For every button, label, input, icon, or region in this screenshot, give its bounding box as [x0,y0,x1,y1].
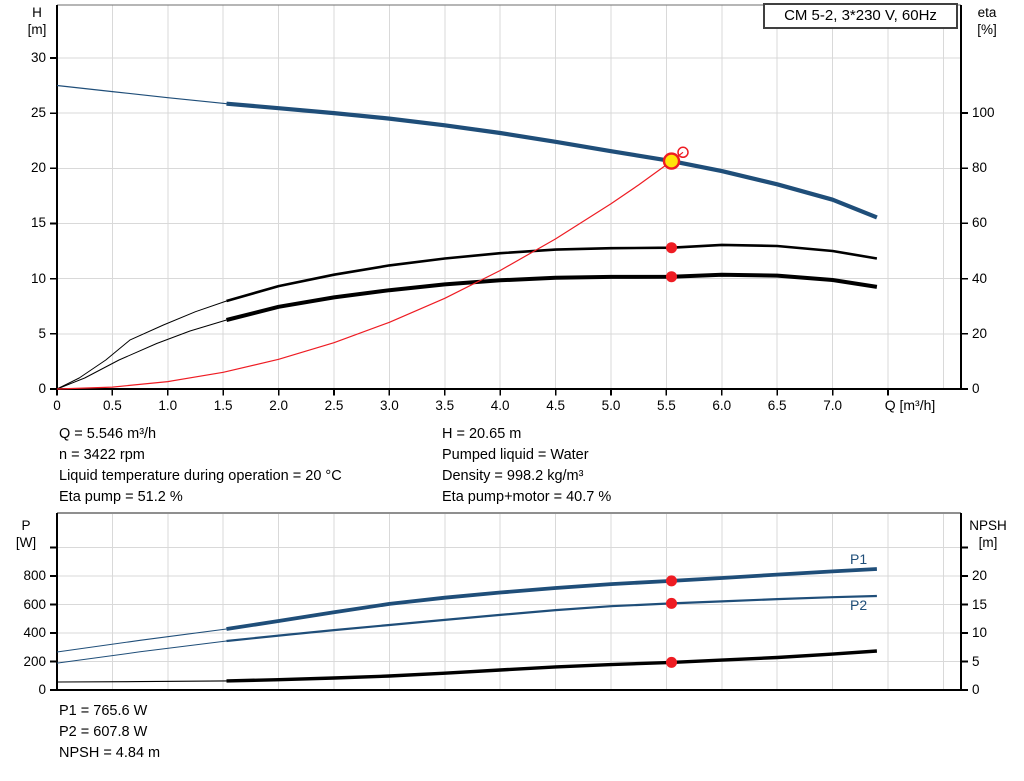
duty-stats-left: Q = 5.546 m³/h n = 3422 rpm Liquid tempe… [59,424,342,508]
npsh-point-marker [666,656,677,668]
power-axis-symbol: P [21,518,31,533]
eta-axis-title: eta [%] [966,4,1008,38]
tick-label: 5.5 [657,398,676,413]
stat-speed: n = 3422 rpm [59,447,145,463]
rated-point-open-marker [677,146,689,159]
tick-label: 20 [30,160,46,176]
p2-point-marker [666,597,677,609]
tick-label: 3.0 [380,398,399,413]
series-P2 [226,594,877,643]
tick-label: 0.5 [103,398,122,413]
power-axis-unit: [W] [15,535,37,550]
stat-pumped-liquid: Pumped liquid = Water [442,447,589,463]
tick-label: 10 [972,625,988,640]
series-P2 [56,640,227,664]
tick-label: 5.0 [601,398,621,413]
tick-label: 4.0 [490,398,510,413]
series-pump-curve-H [56,84,227,105]
tick-label: 400 [23,625,46,640]
head-axis-symbol: H [32,5,42,20]
power-stats: P1 = 765.6 W P2 = 607.8 W NPSH = 4.84 m [59,701,160,764]
series-eta-pump [56,300,227,390]
tick-label: 1.0 [158,398,178,413]
series-pump-curve-H [226,101,878,220]
eta-axis-unit: [%] [977,22,997,37]
tick-label: 80 [972,160,988,176]
stat-head: H = 20.65 m [442,426,522,442]
pump-title: CM 5-2, 3*230 V, 60Hz [784,7,937,24]
tick-label: 0 [972,381,980,396]
head-axis-unit: [m] [27,22,47,37]
tick-label: 15 [30,215,46,231]
eta-axis-symbol: eta [977,5,997,20]
tick-label: 0 [53,398,61,413]
flow-axis-title: Q [m³/h] [884,397,936,413]
tick-label: 3.5 [435,398,455,413]
tick-label: 4.5 [546,398,565,413]
tick-label: 20 [972,325,988,341]
stat-p2: P2 = 607.8 W [59,724,148,740]
tick-label: 200 [23,653,46,669]
series-NPSH [226,649,878,683]
tick-label: 30 [30,49,46,65]
tick-label: 600 [23,596,46,612]
stat-eta-pump-motor: Eta pump+motor = 40.7 % [442,489,612,505]
stat-npsh: NPSH = 4.84 m [59,745,161,761]
series-P1 [56,628,227,653]
tick-label: 2.0 [269,398,288,413]
eta-pump-motor-point-marker [666,271,677,283]
tick-label: 5 [972,653,980,669]
series-system-curve [56,151,684,390]
tick-label: 15 [972,596,988,612]
series-P1 [226,567,878,631]
duty-stats-right: H = 20.65 m Pumped liquid = Water Densit… [442,424,611,508]
tick-label: 40 [972,270,988,286]
power-axis-title: P [W] [8,517,44,551]
npsh-axis-title: NPSH [m] [960,517,1016,551]
p1-point-marker [666,575,677,587]
series-NPSH [56,680,227,683]
tick-label: 60 [972,215,988,231]
tick-label: 0 [972,682,980,697]
stat-flow: Q = 5.546 m³/h [59,426,157,442]
npsh-axis-symbol: NPSH [969,518,1007,533]
tick-label: 0 [38,381,46,396]
tick-label: 6.5 [767,398,787,413]
tick-label: 20 [972,568,988,583]
series-eta-pump-motor [56,319,227,390]
series-eta-pump [226,243,878,303]
p2-curve-label: P2 [850,597,868,613]
tick-label: 800 [23,568,46,583]
tick-label: 25 [30,105,46,121]
head-axis-title: H [m] [20,4,54,38]
pump-title-box: CM 5-2, 3*230 V, 60Hz [763,3,958,29]
tick-label: 7.0 [823,398,842,413]
tick-label: 100 [972,105,995,120]
tick-label: 2.5 [324,398,344,413]
tick-label: 5 [38,325,46,341]
stat-liquid-temperature: Liquid temperature during operation = 20… [59,468,342,484]
tick-label: 10 [30,270,46,286]
duty-point-marker [662,152,681,170]
tick-label: 0 [38,682,46,697]
stat-p1: P1 = 765.6 W [59,703,148,719]
tick-label: 6.0 [712,398,732,413]
stat-density: Density = 998.2 kg/m³ [442,468,584,484]
npsh-axis-unit: [m] [978,535,998,550]
tick-label: 1.5 [213,398,233,413]
p1-curve-label: P1 [850,551,868,567]
series-eta-pump-motor [226,272,878,322]
eta-pump-point-marker [666,242,677,254]
stat-eta-pump: Eta pump = 51.2 % [59,489,183,505]
